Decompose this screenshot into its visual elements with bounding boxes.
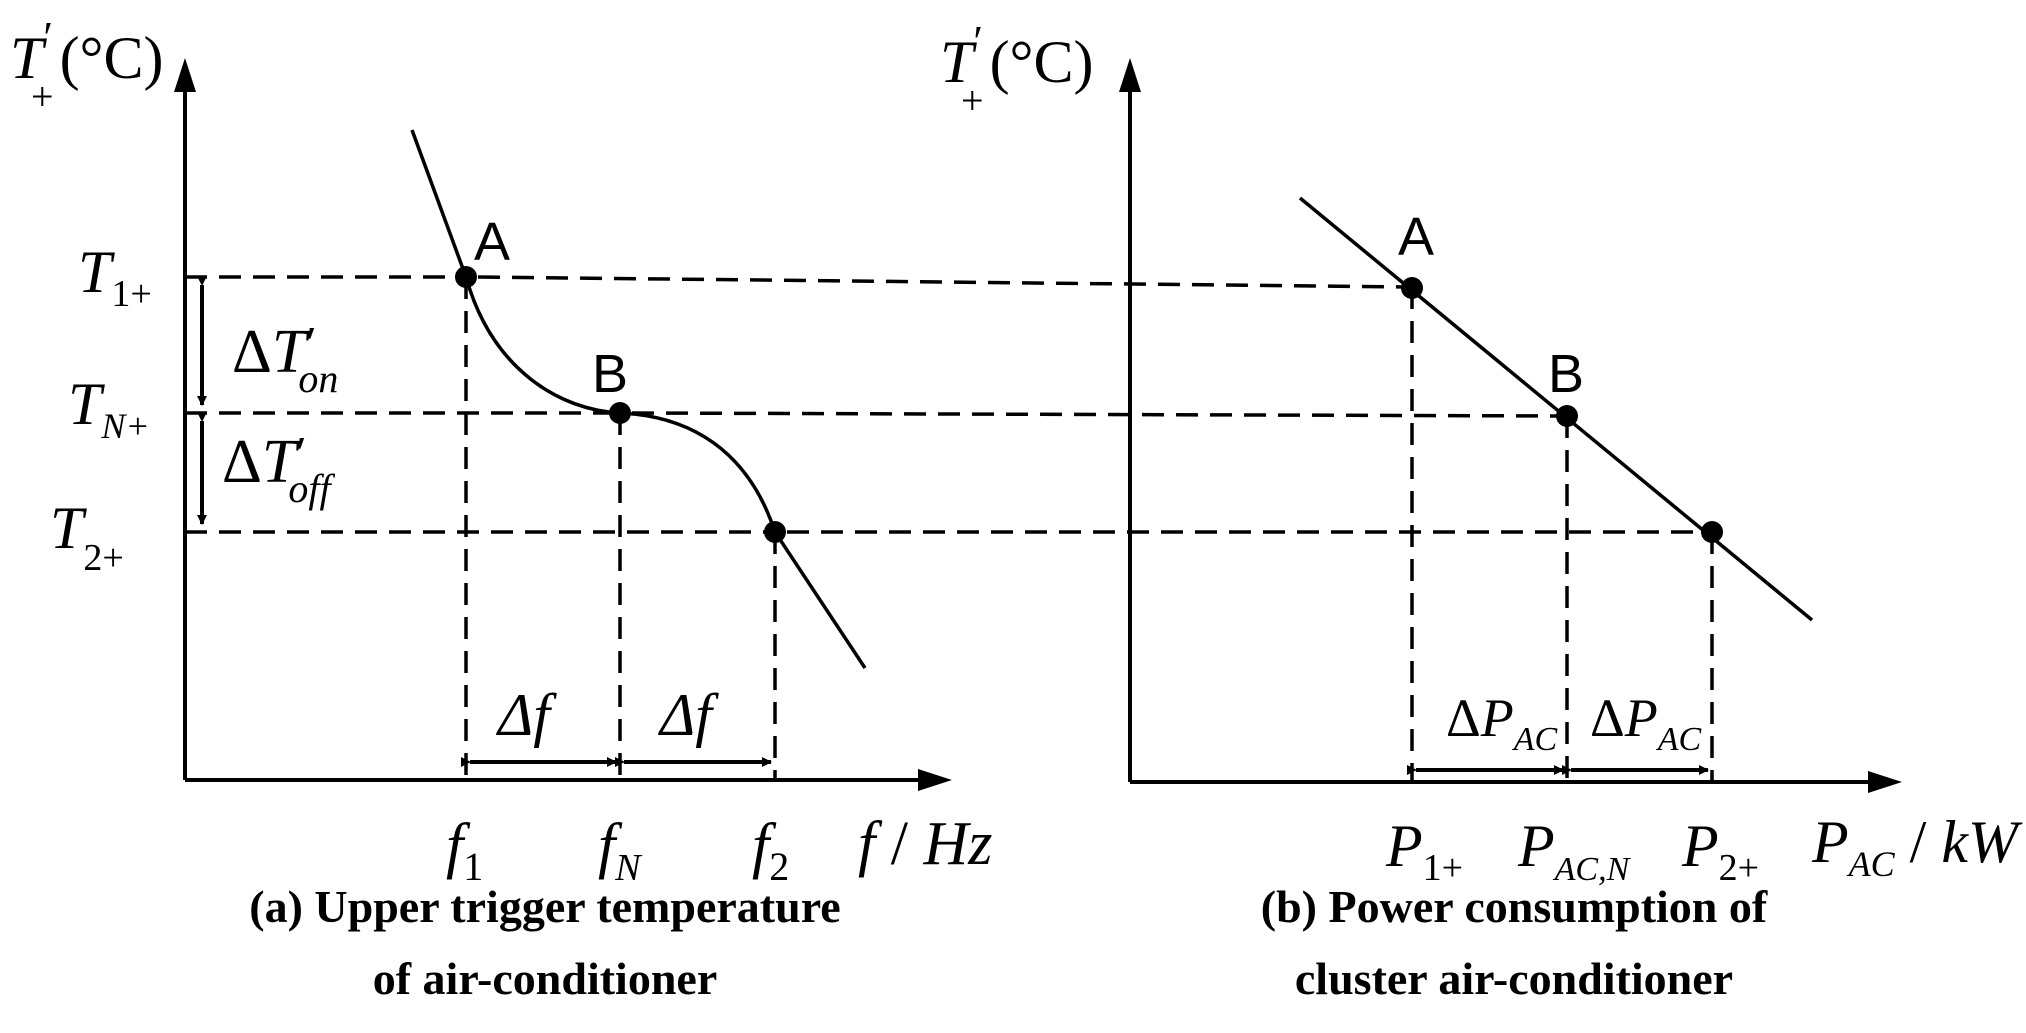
panel-b-x-arrow [1868,771,1902,793]
panel-a-y-axis-label: T′ +(°C) [10,13,164,119]
panel-a-point-a [455,266,477,288]
panel-b: T′ +(°C) A B ΔPAC ΔPAC P1+ PAC, [477,17,2023,1004]
panel-a-curve [410,129,867,669]
panel-a-xtick-f1: f1 [446,812,483,889]
panel-a-caption-line1: (a) Upper trigger temperature [249,881,840,932]
panel-b-point-b [1556,405,1578,427]
panel-b-xtick-p1: P1+ [1385,813,1463,889]
panel-a: T′ +(°C) T1+ TN+ T2+ A B ΔT′ on [10,13,992,1004]
panel-b-y-arrow [1119,58,1141,92]
panel-a-xtick-fn: fN [598,812,643,889]
panel-a-x-axis-label: f / Hz [858,810,992,878]
panel-b-dash-b [631,411,1566,418]
panel-b-point-a [1401,277,1423,299]
panel-b-xtick-p2: P2+ [1681,813,1759,889]
panel-a-xtick-f2: f2 [752,812,789,889]
panel-b-dash-a [477,275,1411,289]
panel-a-y-arrow [174,58,196,92]
panel-a-point-2 [764,521,786,543]
panel-a-point-a-label: A [474,212,510,272]
panel-b-line [1298,196,1814,622]
panel-b-x-axis-label: PAC / kW [1811,809,2023,884]
panel-b-point-b-label: B [1548,344,1584,404]
panel-a-delta-f2-label: Δf [658,682,719,748]
panel-b-caption-line2: cluster air-conditioner [1295,953,1733,1004]
panel-a-ytick-t1: T1+ [78,239,152,315]
panel-b-xtick-pn: PAC,N [1517,813,1632,888]
panel-b-y-axis-label: T′ +(°C) [940,17,1094,123]
panel-a-point-b-label: B [592,344,628,404]
panel-a-ytick-tn: TN+ [68,371,150,446]
panel-a-point-b [609,402,631,424]
panel-b-point-2 [1701,521,1723,543]
panel-b-delta-p1-label: ΔPAC [1446,688,1558,758]
panel-a-caption-line2: of air-conditioner [373,953,718,1004]
panel-b-point-a-label: A [1398,207,1434,267]
panel-a-delta-on-label: ΔT′ on [232,317,338,401]
panel-a-ytick-t2: T2+ [50,495,124,579]
panel-b-delta-p2-label: ΔPAC [1590,688,1702,758]
panel-a-delta-off-label: ΔT′ off [222,427,336,511]
panel-b-caption-line1: (b) Power consumption of [1261,881,1768,932]
panel-a-delta-f1-label: Δf [496,682,557,748]
panel-a-x-arrow [918,769,952,791]
